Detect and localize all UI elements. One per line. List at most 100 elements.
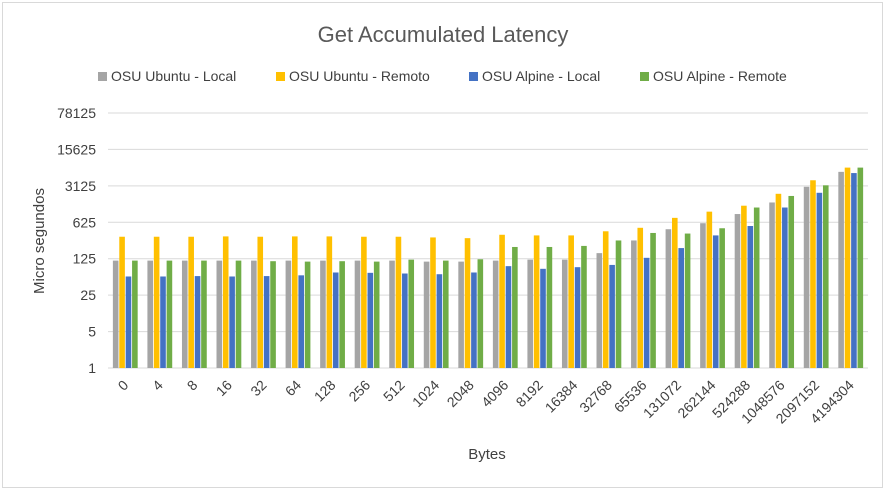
bar [477, 259, 484, 368]
bar [361, 236, 367, 368]
bar [857, 167, 864, 368]
bar [499, 234, 505, 368]
bar [838, 171, 844, 368]
legend-swatch [276, 72, 285, 81]
bar [512, 246, 518, 368]
bar [631, 240, 637, 368]
bar [596, 253, 603, 368]
x-tick-label: 256 [345, 377, 373, 405]
y-tick-label: 25 [80, 287, 96, 303]
x-tick-label: 16384 [542, 377, 581, 416]
bar [332, 272, 339, 368]
y-tick-label: 15625 [57, 141, 96, 157]
bar [147, 260, 154, 368]
bar [132, 260, 138, 368]
bar [851, 173, 857, 368]
bar [678, 248, 684, 368]
legend-label: OSU Alpine - Local [482, 68, 600, 84]
bar [527, 259, 534, 368]
bar [263, 276, 270, 368]
bar [436, 274, 443, 368]
bar [782, 207, 788, 368]
bar [160, 276, 166, 368]
x-tick-label: 32768 [576, 377, 615, 416]
y-axis-title: Micro segundos [31, 188, 48, 294]
bar [734, 214, 741, 368]
bar [505, 266, 512, 368]
x-tick-label: 4 [149, 377, 166, 394]
bar [257, 236, 264, 368]
chart-title: Get Accumulated Latency [318, 22, 569, 47]
bar [458, 261, 464, 368]
bar [844, 167, 851, 368]
bar [672, 217, 678, 368]
bar [442, 260, 449, 368]
legend-swatch [640, 72, 649, 81]
bar [395, 236, 402, 368]
y-tick-label: 625 [73, 214, 97, 230]
bar [533, 235, 540, 368]
bar [285, 260, 292, 368]
bars [112, 167, 864, 368]
bar [822, 185, 829, 368]
bar [229, 276, 235, 368]
bar [235, 260, 242, 368]
bar [650, 232, 656, 368]
bar [581, 245, 587, 368]
bar [298, 275, 304, 368]
legend-swatch [98, 72, 107, 81]
bar [788, 195, 795, 368]
bar [700, 223, 706, 368]
bar [188, 236, 194, 368]
bar [540, 268, 546, 368]
bar [194, 276, 201, 368]
bar [775, 193, 782, 368]
bar [216, 260, 223, 368]
x-axis-ticks: 0 4 8 16 32 64 128 256 512 1024 2048 4096 8192163843… [115, 377, 857, 427]
bar [712, 235, 719, 368]
bar [643, 257, 650, 368]
bar [464, 238, 471, 368]
bar [574, 267, 581, 368]
x-tick-label: 1024 [409, 377, 442, 410]
x-tick-label: 8 [184, 377, 201, 394]
bar [430, 237, 436, 368]
x-tick-label: 4096 [478, 377, 511, 410]
bar [119, 236, 125, 368]
bar [270, 261, 276, 368]
bar [741, 205, 747, 368]
bar [304, 261, 311, 368]
bar [609, 264, 615, 368]
bar [339, 261, 345, 368]
bar [402, 273, 408, 368]
bar [201, 260, 207, 368]
bar [326, 236, 333, 368]
bar [803, 186, 810, 368]
x-tick-label: 2048 [444, 377, 477, 410]
bar [637, 227, 644, 368]
bar [251, 260, 257, 368]
y-tick-label: 78125 [57, 105, 96, 121]
legend: OSU Ubuntu - Local OSU Ubuntu - Remoto OSU… [98, 68, 787, 84]
bar [354, 260, 361, 368]
y-axis-ticks: 1 5 25 125 625 3125 15625 78125 [57, 105, 96, 376]
x-tick-label: 16 [213, 377, 235, 399]
bar [769, 202, 775, 368]
y-tick-label: 1 [88, 360, 96, 376]
bar [615, 240, 622, 368]
legend-label: OSU Alpine - Remote [653, 68, 787, 84]
bar [816, 192, 823, 368]
bar [492, 260, 499, 368]
bar [389, 260, 395, 368]
bar [684, 233, 691, 368]
bar [747, 226, 754, 368]
bar [810, 180, 816, 368]
bar [561, 259, 568, 368]
bar [166, 260, 173, 368]
y-tick-label: 3125 [65, 178, 96, 194]
bar [471, 272, 477, 368]
x-tick-label: 64 [282, 377, 304, 399]
bar [125, 276, 132, 368]
bar [568, 235, 574, 368]
